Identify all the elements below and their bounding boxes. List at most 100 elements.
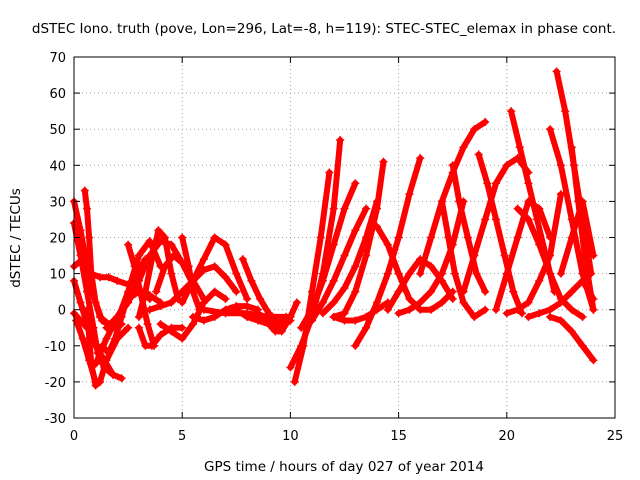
series-track xyxy=(73,317,99,385)
data-point xyxy=(416,269,425,278)
data-point xyxy=(491,215,500,224)
data-point xyxy=(316,233,325,242)
data-point xyxy=(145,305,154,314)
x-tick-label: 0 xyxy=(70,429,78,444)
data-point xyxy=(147,255,156,264)
data-point xyxy=(546,269,555,278)
data-point xyxy=(318,309,327,318)
data-point xyxy=(134,312,143,321)
data-point xyxy=(145,237,154,246)
data-point xyxy=(578,276,587,285)
data-point xyxy=(416,298,425,307)
data-point xyxy=(394,309,403,318)
data-point xyxy=(580,251,589,260)
data-point xyxy=(351,316,360,325)
data-point xyxy=(78,255,87,264)
y-tick-label: 10 xyxy=(49,268,66,283)
data-point xyxy=(221,273,230,282)
data-point xyxy=(85,356,94,365)
data-point xyxy=(507,107,516,116)
data-point xyxy=(329,204,338,213)
data-point xyxy=(117,374,126,383)
chart-title: dSTEC Iono. truth (pove, Lon=296, Lat=-8… xyxy=(32,21,616,37)
data-point xyxy=(491,305,500,314)
series-track xyxy=(547,313,597,364)
data-point xyxy=(383,305,392,314)
data-point xyxy=(351,179,360,188)
data-point xyxy=(459,298,468,307)
data-point xyxy=(535,309,544,318)
data-point xyxy=(247,276,256,285)
data-point xyxy=(472,269,481,278)
series-track xyxy=(298,180,359,331)
data-point xyxy=(308,305,317,314)
data-point xyxy=(481,287,490,296)
x-tick-label: 25 xyxy=(607,429,624,444)
data-point xyxy=(556,298,565,307)
data-point xyxy=(394,269,403,278)
data-point xyxy=(130,262,139,271)
data-point xyxy=(156,302,165,311)
data-point xyxy=(221,309,230,318)
data-point xyxy=(189,320,198,329)
data-point xyxy=(113,316,122,325)
data-point xyxy=(351,341,360,350)
data-point xyxy=(210,287,219,296)
y-tick-label: 0 xyxy=(58,304,66,319)
data-point xyxy=(589,305,598,314)
data-point xyxy=(556,269,565,278)
data-point xyxy=(483,179,492,188)
data-point xyxy=(474,150,483,159)
series-track xyxy=(557,198,597,277)
data-point xyxy=(552,67,561,76)
data-point xyxy=(199,298,208,307)
data-point xyxy=(160,233,169,242)
data-point xyxy=(372,305,381,314)
data-point xyxy=(437,269,446,278)
data-point xyxy=(143,320,152,329)
data-point xyxy=(167,269,176,278)
data-point xyxy=(546,305,555,314)
data-point xyxy=(450,269,459,278)
data-point xyxy=(111,334,120,343)
data-point xyxy=(85,233,94,242)
data-point xyxy=(427,305,436,314)
data-point xyxy=(491,179,500,188)
data-point xyxy=(178,323,187,332)
data-point xyxy=(154,226,163,235)
data-point xyxy=(210,233,219,242)
data-point xyxy=(318,276,327,285)
y-tick-label: 50 xyxy=(49,123,66,138)
y-tick-label: 70 xyxy=(49,51,66,66)
data-point xyxy=(134,323,143,332)
data-point xyxy=(340,316,349,325)
data-point xyxy=(102,356,111,365)
data-point xyxy=(124,287,133,296)
data-point xyxy=(362,251,371,260)
data-point xyxy=(448,294,457,303)
data-point xyxy=(556,316,565,325)
data-point xyxy=(243,294,252,303)
data-point xyxy=(459,287,468,296)
data-point xyxy=(147,341,156,350)
x-tick-label: 5 xyxy=(178,429,186,444)
data-point xyxy=(394,287,403,296)
data-point xyxy=(448,161,457,170)
data-point xyxy=(427,287,436,296)
data-point xyxy=(178,298,187,307)
data-point xyxy=(383,240,392,249)
data-point xyxy=(178,334,187,343)
y-tick-label: 30 xyxy=(49,195,66,210)
data-point xyxy=(232,287,241,296)
data-point xyxy=(124,240,133,249)
data-point xyxy=(589,251,598,260)
x-tick-label: 10 xyxy=(282,429,299,444)
y-tick-label: -20 xyxy=(45,376,66,391)
data-point xyxy=(98,316,107,325)
data-point xyxy=(199,255,208,264)
data-point xyxy=(82,305,91,314)
series-track xyxy=(493,198,554,313)
data-point xyxy=(221,240,230,249)
data-point xyxy=(82,204,91,213)
data-point xyxy=(463,233,472,242)
